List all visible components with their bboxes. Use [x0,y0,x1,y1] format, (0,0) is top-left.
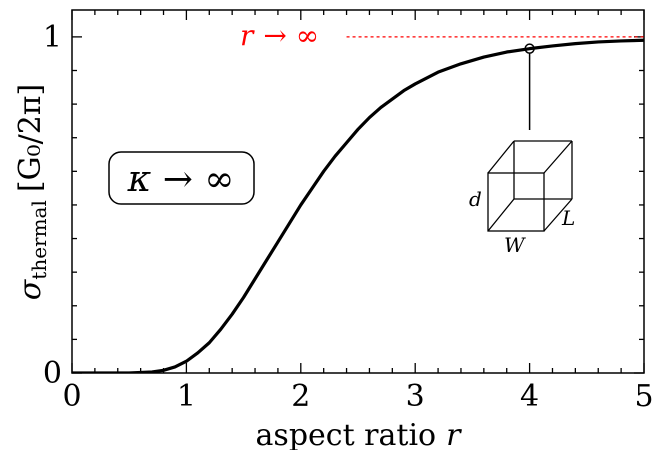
x-tick-labels: 0 1 2 3 4 5 [62,379,653,414]
inset-hidden-edge [487,198,515,232]
x-tick-label: 5 [634,379,653,414]
annotation-text: κ → ∞ [127,159,235,200]
inset-edge [487,140,515,174]
series-line [72,38,644,373]
x-axis-label-var: r [446,418,462,450]
inset-label-d: d [469,187,482,211]
x-tick-label: 3 [406,379,425,414]
inset-label-L: L [561,206,575,230]
y-axis-label-subscript: thermal [27,200,51,280]
inset-label-W: W [504,233,526,257]
x-axis-label-text: aspect ratio [256,418,437,450]
y-axis-label-unit: [G₀/2π] [13,84,48,192]
x-tick-label: 2 [291,379,310,414]
inset-box-diagram [487,140,573,232]
x-tick-label: 4 [520,379,539,414]
asymptote-label-var: r [240,19,255,52]
inset-edge [543,198,573,232]
asymptote-label-rest: → ∞ [263,19,319,52]
y-tick-label: 0 [43,356,62,391]
x-axis-label: aspect ratio r [256,418,463,450]
asymptote-label: r → ∞ [240,19,319,52]
annotation-box [108,151,255,205]
y-axis-label: σthermal [G₀/2π] [13,84,51,300]
y-tick-labels: 01 [43,20,62,391]
plot-frame [71,9,645,374]
x-tick-label: 1 [177,379,196,414]
inset-edge [543,140,573,174]
x-tick-label: 0 [62,379,81,414]
marked-point [524,43,535,54]
y-axis-label-symbol: σ [13,278,48,300]
inset-front-face [487,172,545,232]
y-tick-label: 1 [43,20,62,55]
